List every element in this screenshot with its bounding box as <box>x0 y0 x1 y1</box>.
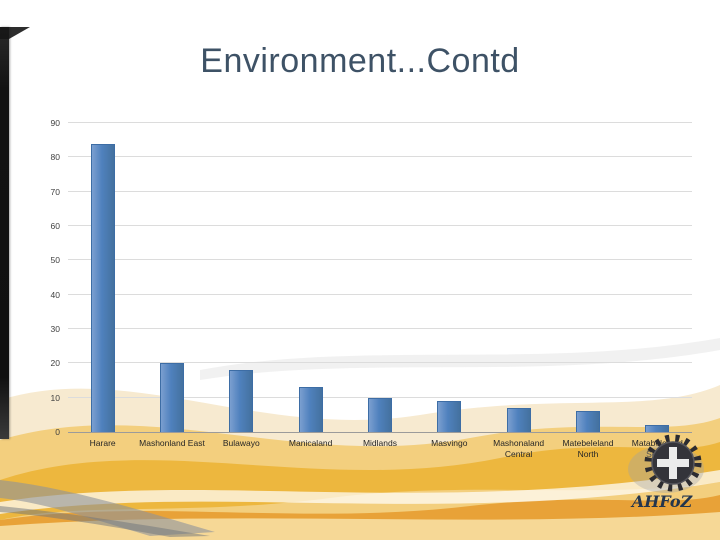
gridline <box>68 328 692 329</box>
y-tick-label: 90 <box>50 118 60 128</box>
x-category-label: Bulawayo <box>222 438 260 448</box>
bar-manicaland <box>298 387 323 432</box>
bar-slot <box>68 123 137 432</box>
x-axis-labels: Harare Mashonland East Bulawayo Manicaland M… <box>68 433 692 460</box>
bar-harare <box>90 143 115 432</box>
bar-mashonaland-central <box>506 407 531 432</box>
ahfoz-logo: AHFoZ <box>616 433 708 518</box>
gridline <box>68 190 692 192</box>
bar-slot <box>484 123 553 432</box>
y-tick-label: 20 <box>50 358 60 369</box>
x-category-label: Harare <box>89 438 116 448</box>
bar-matebeleland-north <box>575 411 600 432</box>
x-category-label: Mashonaland Central <box>493 438 545 460</box>
y-tick-label: 70 <box>50 186 60 197</box>
bar-mashonland-east <box>159 363 184 432</box>
gridline <box>68 396 692 398</box>
bar-masvingo <box>437 401 462 432</box>
y-tick-label: 80 <box>50 152 60 163</box>
bar-bulawayo <box>229 370 254 432</box>
cross-emblem-icon: AHFoZ <box>628 434 704 511</box>
bar-slot <box>276 123 345 432</box>
y-tick-label: 60 <box>50 221 60 232</box>
bar-slot <box>345 123 414 432</box>
x-category-label: Manicaland <box>288 438 333 448</box>
top-left-accent <box>0 27 30 39</box>
bar-matabeleland-south <box>645 425 670 432</box>
y-axis-labels: 0 10 20 30 40 50 60 70 80 90 <box>32 118 66 437</box>
bar-slot <box>137 123 206 432</box>
slide-title: Environment...Contd <box>200 42 520 80</box>
bar-slot <box>553 123 622 432</box>
gridline <box>68 122 692 123</box>
x-category-label: Mashonland East <box>139 438 205 448</box>
left-edge-accent-bar <box>0 27 9 439</box>
gridline <box>68 259 692 261</box>
y-tick-label: 10 <box>50 392 60 403</box>
y-tick-label: 50 <box>50 255 60 266</box>
gridline <box>68 225 692 226</box>
bar-midlands <box>367 397 392 432</box>
x-category-label: Masvingo <box>431 438 468 448</box>
gridline <box>68 156 692 158</box>
bar-slot <box>623 123 692 432</box>
gridline <box>68 362 692 364</box>
bar-chart: 0 10 20 30 40 50 60 70 80 90 Harare Mashonland Eas… <box>32 118 694 465</box>
x-category-label: Matebeleland North <box>562 438 614 460</box>
y-tick-label: 30 <box>50 324 60 335</box>
plot-area <box>68 122 692 433</box>
y-tick-label: 40 <box>50 289 60 300</box>
bar-slot <box>207 123 276 432</box>
bar-slot <box>415 123 484 432</box>
y-tick-label: 0 <box>55 427 60 437</box>
bars-row <box>68 123 692 432</box>
logo-text: AHFoZ <box>630 492 694 511</box>
gridline <box>68 293 692 295</box>
x-category-label: Midlands <box>362 438 397 448</box>
